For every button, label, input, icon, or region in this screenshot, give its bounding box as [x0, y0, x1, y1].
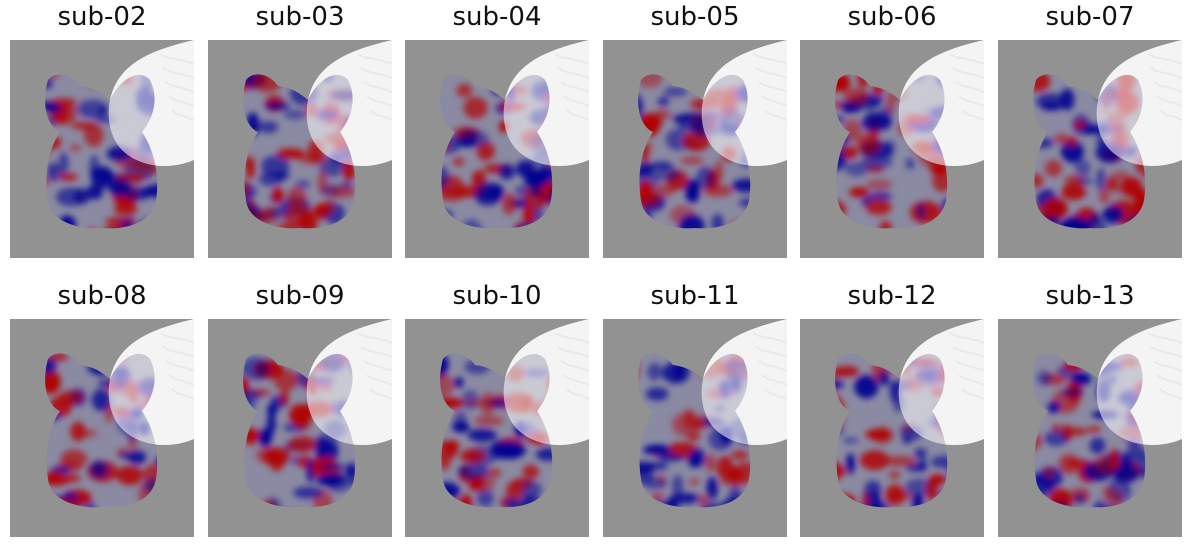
brain-map-image [998, 40, 1182, 258]
brain-map-image [603, 319, 787, 537]
brain-map-image [998, 319, 1182, 537]
panel-title: sub-13 [1045, 281, 1135, 311]
brain-map-image [208, 40, 392, 258]
brain-map-image [10, 319, 194, 537]
panel-title: sub-11 [650, 281, 740, 311]
brain-map-image [800, 319, 984, 537]
panel-title: sub-07 [1045, 2, 1135, 32]
panel-title: sub-02 [57, 2, 147, 32]
brain-map-image [10, 40, 194, 258]
panel-title: sub-10 [452, 281, 542, 311]
brain-map-image [800, 40, 984, 258]
brain-map-image [405, 319, 589, 537]
panel-title: sub-12 [847, 281, 937, 311]
brain-map-image [405, 40, 589, 258]
panel-title: sub-04 [452, 2, 542, 32]
brain-map-image [603, 40, 787, 258]
panel-title: sub-05 [650, 2, 740, 32]
panel-title: sub-03 [255, 2, 345, 32]
panel-title: sub-09 [255, 281, 345, 311]
panel-title: sub-06 [847, 2, 937, 32]
brain-map-image [208, 319, 392, 537]
panel-title: sub-08 [57, 281, 147, 311]
